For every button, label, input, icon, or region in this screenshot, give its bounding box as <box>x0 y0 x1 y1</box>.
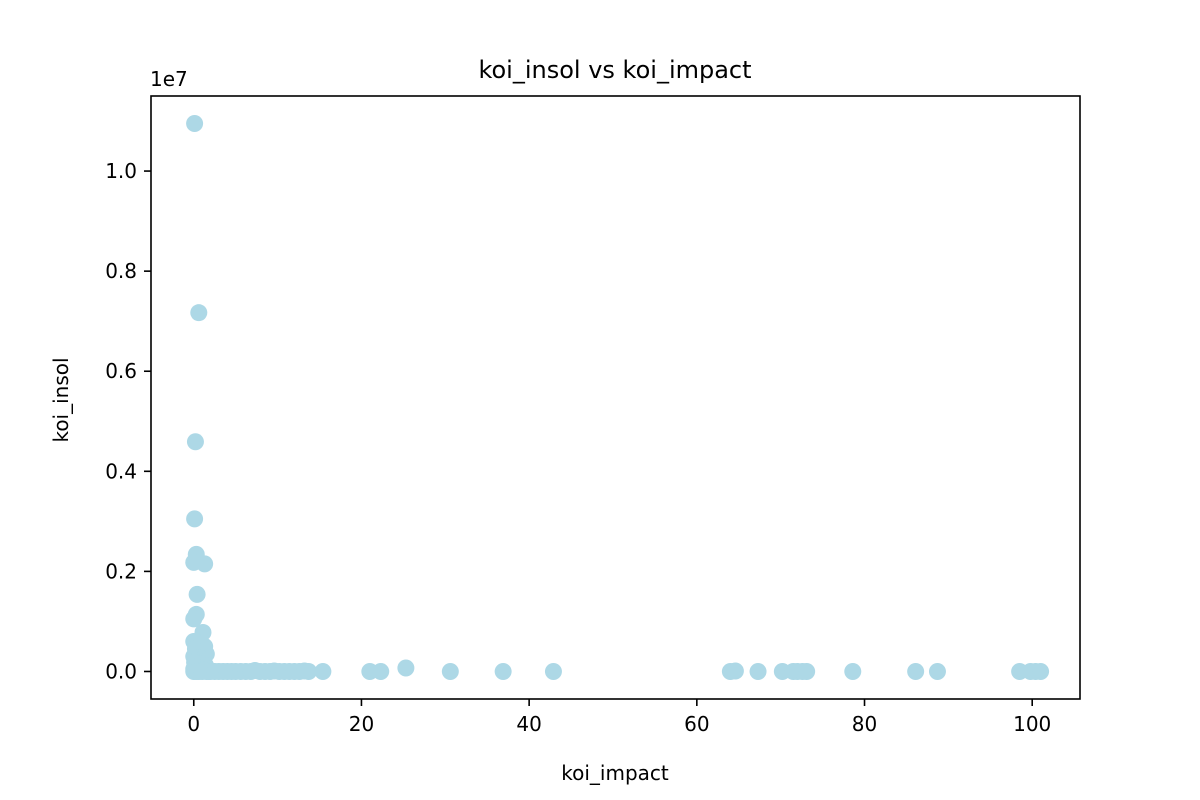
data-point <box>798 662 816 680</box>
y-offset-label: 1e7 <box>150 67 188 91</box>
x-tick-label: 40 <box>516 712 541 736</box>
x-tick-label: 100 <box>1013 712 1051 736</box>
points-layer <box>185 115 1050 680</box>
data-point <box>190 304 208 322</box>
data-point <box>1032 662 1050 680</box>
y-tick-label: 1.0 <box>105 159 137 183</box>
data-point <box>372 662 390 680</box>
x-axis-ticks: 0 20 40 60 80 100 <box>187 699 1051 736</box>
data-point <box>726 662 744 680</box>
x-tick-label: 20 <box>349 712 374 736</box>
y-tick-label: 0.8 <box>105 259 137 283</box>
data-point <box>928 662 946 680</box>
y-tick-label: 0.4 <box>105 459 137 483</box>
data-point <box>188 585 206 603</box>
data-point <box>397 659 415 677</box>
y-tick-label: 0.2 <box>105 559 137 583</box>
plot-frame <box>150 95 1081 700</box>
data-point <box>844 662 862 680</box>
y-axis-ticks: 0.0 0.2 0.4 0.6 0.8 1.0 <box>105 159 151 683</box>
y-axis-label: koi_insol <box>49 357 73 442</box>
data-point <box>544 662 562 680</box>
data-point <box>300 662 318 680</box>
data-point <box>196 555 214 573</box>
data-point <box>186 510 204 528</box>
data-point <box>749 662 767 680</box>
chart-title: koi_insol vs koi_impact <box>478 56 751 84</box>
data-point <box>314 662 332 680</box>
y-tick-label: 0.0 <box>105 659 137 683</box>
x-axis-label: koi_impact <box>561 761 669 785</box>
data-point <box>186 115 204 133</box>
data-point <box>494 662 512 680</box>
data-point <box>185 610 203 628</box>
data-point <box>441 662 459 680</box>
data-point <box>186 433 204 451</box>
x-tick-label: 0 <box>187 712 200 736</box>
data-point <box>907 662 925 680</box>
x-tick-label: 80 <box>852 712 877 736</box>
y-tick-label: 0.6 <box>105 359 137 383</box>
x-tick-label: 60 <box>684 712 709 736</box>
